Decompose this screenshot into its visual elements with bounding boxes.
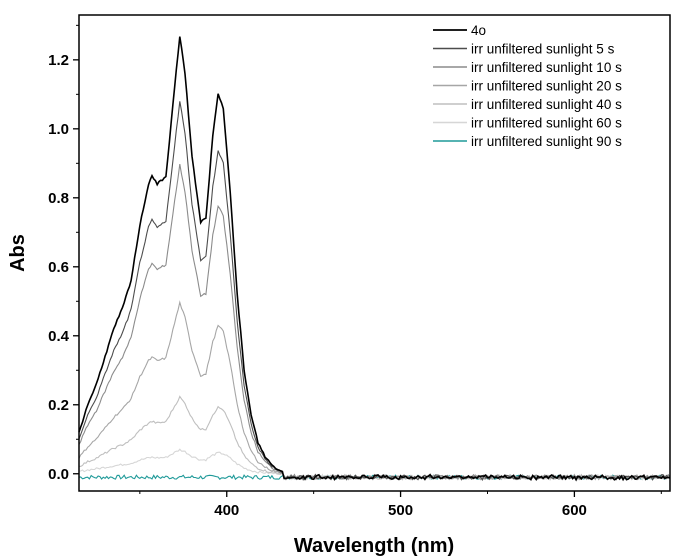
- x-axis-title: Wavelength (nm): [294, 535, 454, 557]
- x-tick-label: 500: [388, 502, 413, 519]
- plot-frame: [78, 14, 671, 492]
- y-tick-label: 0.6: [48, 259, 69, 276]
- y-tick-label: 1.2: [48, 52, 69, 69]
- y-tick-label: 0.8: [48, 190, 69, 207]
- x-tick-label: 400: [214, 502, 239, 519]
- legend: 4o irr unfiltered sunlight 5 s irr unfilte…: [433, 23, 622, 149]
- y-tick-label: 0.4: [48, 328, 70, 345]
- y-tick-label: 0.0: [48, 466, 69, 483]
- y-axis-title: Abs: [7, 234, 29, 272]
- series-line-4: [78, 395, 671, 481]
- legend-label-0: 4o: [471, 23, 486, 38]
- series-line-2: [78, 164, 671, 481]
- y-tick-label: 0.2: [48, 397, 69, 414]
- legend-label-1: irr unfiltered sunlight 5 s: [471, 42, 615, 57]
- series-line-3: [78, 300, 671, 481]
- legend-label-2: irr unfiltered sunlight 10 s: [471, 60, 622, 75]
- x-tick-label: 600: [562, 502, 587, 519]
- plot-lines: [78, 36, 671, 482]
- y-tick-label: 1.0: [48, 121, 69, 138]
- y-ticks: 0.0 0.2 0.4 0.6 0.8 1.0 1.2: [48, 24, 79, 483]
- legend-label-3: irr unfiltered sunlight 20 s: [471, 79, 622, 94]
- legend-label-5: irr unfiltered sunlight 60 s: [471, 116, 622, 131]
- x-ticks: 400 500 600: [139, 491, 662, 519]
- legend-label-4: irr unfiltered sunlight 40 s: [471, 97, 622, 112]
- series-line-0: [78, 36, 671, 482]
- legend-label-6: irr unfiltered sunlight 90 s: [471, 134, 622, 149]
